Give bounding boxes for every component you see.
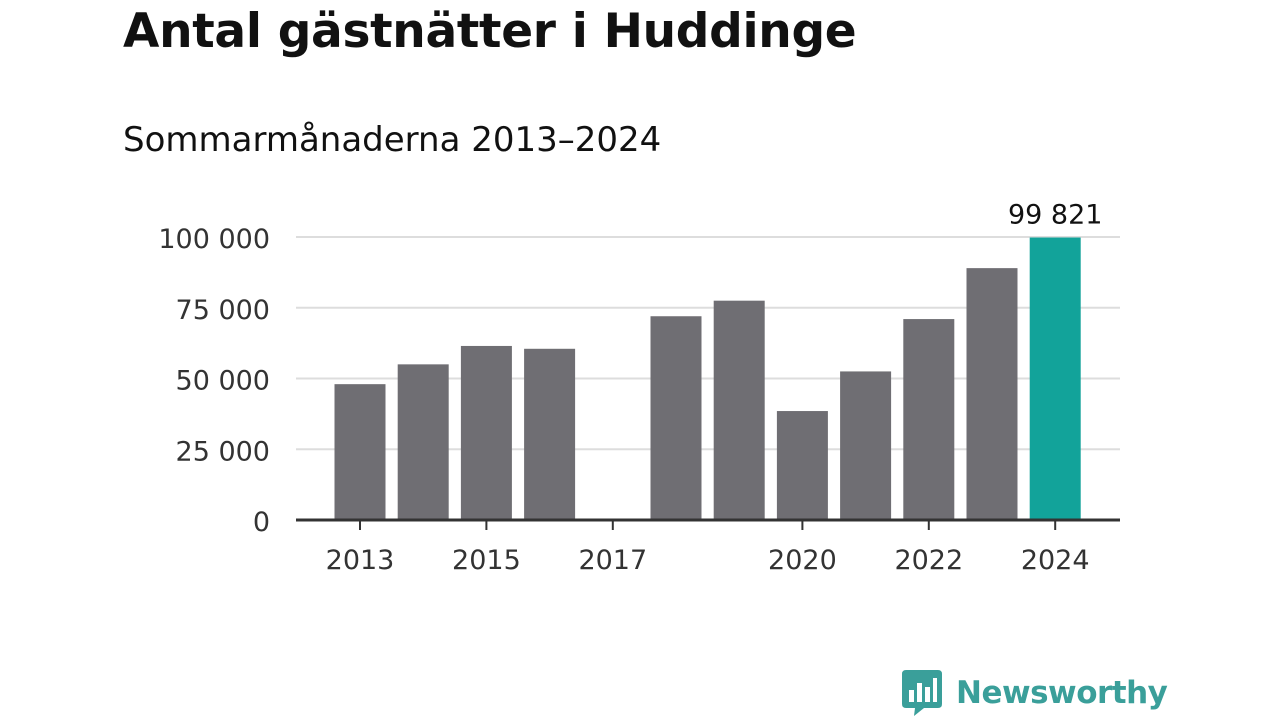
y-tick-label: 0 xyxy=(253,507,270,538)
bar-2022 xyxy=(903,319,955,520)
y-tick-label: 50 000 xyxy=(176,366,270,397)
y-tick-label: 25 000 xyxy=(176,436,270,467)
bar-2024 xyxy=(1029,237,1081,520)
bar-2013 xyxy=(334,384,386,520)
x-tick-label: 2020 xyxy=(768,545,837,576)
chart-title: Antal gästnätter i Huddinge xyxy=(123,4,857,59)
bar-2016 xyxy=(524,348,576,520)
bar-2019 xyxy=(713,300,765,520)
x-tick-label: 2013 xyxy=(326,545,395,576)
x-tick-label: 2017 xyxy=(578,545,647,576)
bar-2023 xyxy=(966,268,1018,520)
y-tick-label: 75 000 xyxy=(176,295,270,326)
bar-2015 xyxy=(460,345,512,520)
bar-2020 xyxy=(776,411,828,520)
bar-2018 xyxy=(650,316,702,520)
x-tick-label: 2015 xyxy=(452,545,521,576)
bar-2021 xyxy=(840,371,892,520)
bar-2014 xyxy=(397,364,449,520)
newsworthy-logo: Newsworthy xyxy=(902,670,1168,716)
y-tick-label: 100 000 xyxy=(158,224,270,255)
x-tick-label: 2022 xyxy=(894,545,963,576)
newsworthy-logo-icon xyxy=(902,670,942,716)
chart-subtitle: Sommarmånaderna 2013–2024 xyxy=(123,120,662,160)
newsworthy-logo-text: Newsworthy xyxy=(956,675,1168,711)
x-tick-label: 2024 xyxy=(1021,545,1090,576)
data-label-2024: 99 821 xyxy=(1008,200,1102,231)
